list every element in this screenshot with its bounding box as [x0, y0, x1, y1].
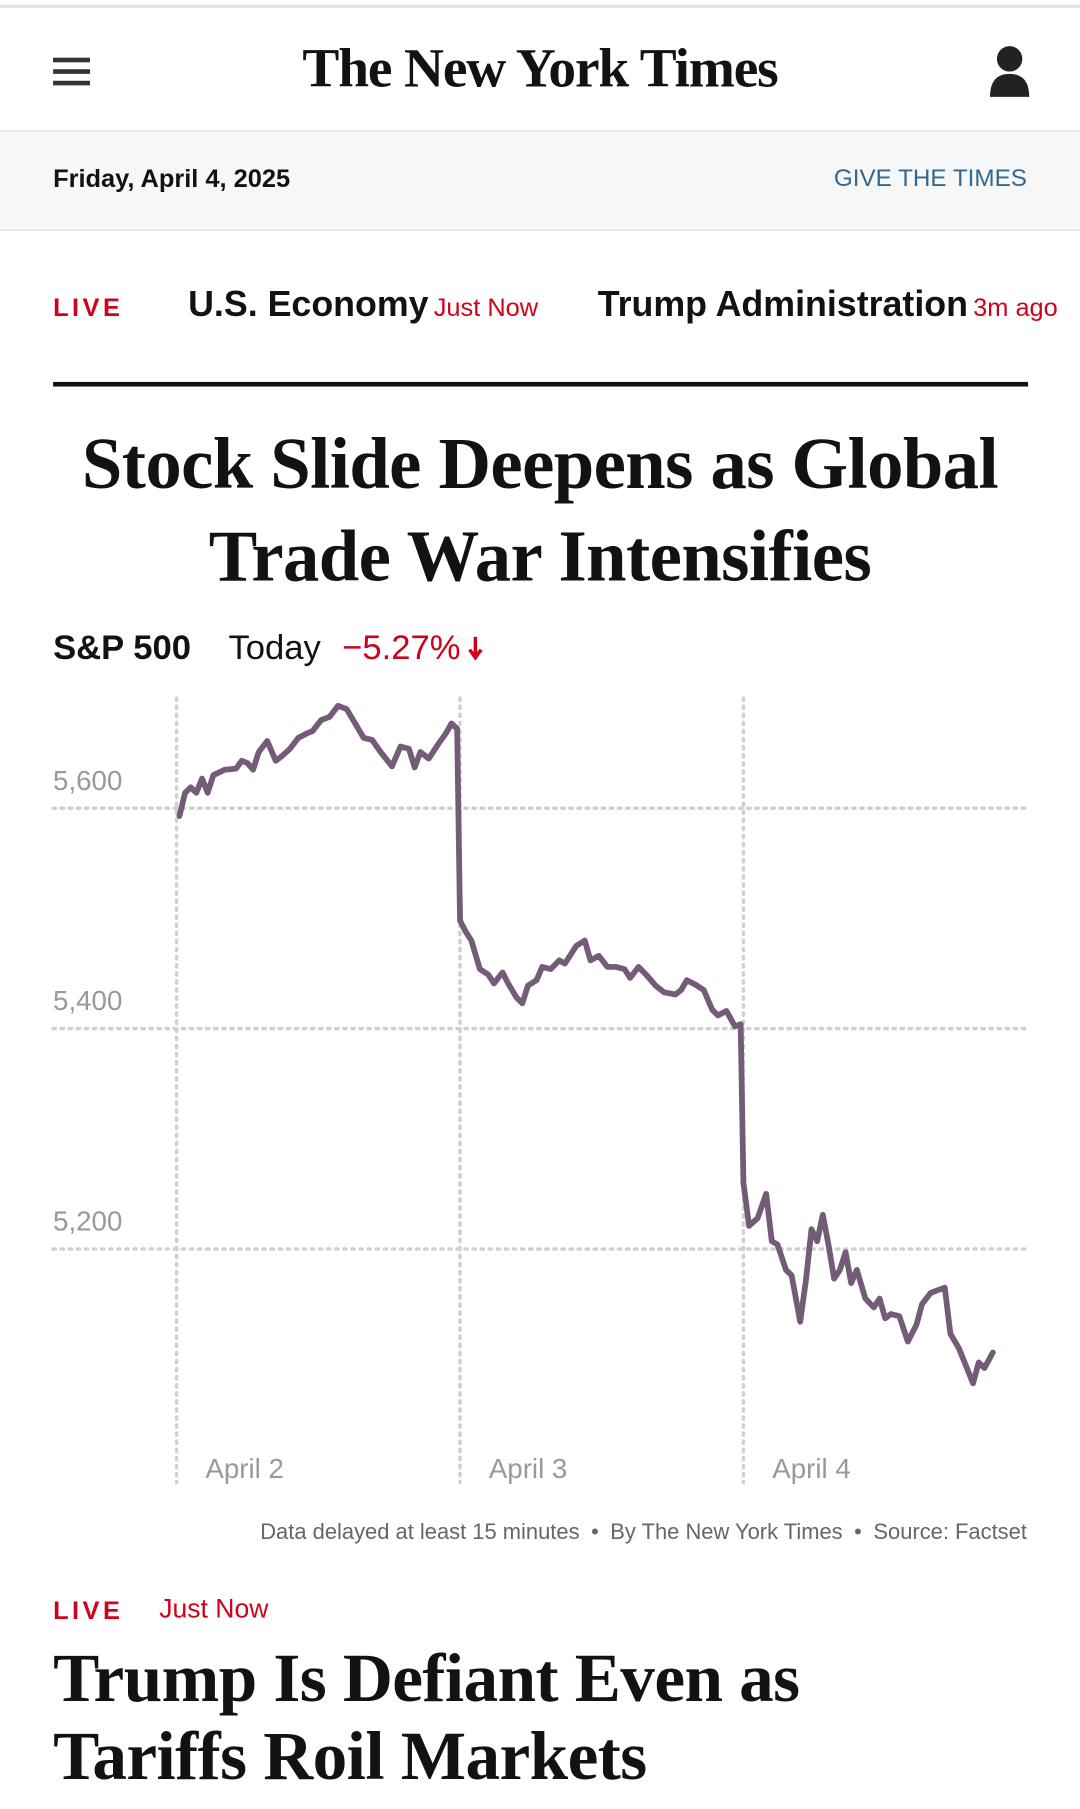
chart-subtitle: Today	[228, 628, 321, 667]
live-label: LIVE	[53, 293, 124, 322]
story-time: Just Now	[159, 1593, 269, 1624]
live-item[interactable]: Trump Administration 3m ago	[598, 284, 1058, 326]
date-bar	[0, 130, 1080, 231]
chart-header: S&P 500 Today −5.27%	[53, 629, 484, 668]
y-tick-label: 5,400	[53, 985, 122, 1016]
live-time: Just Now	[433, 293, 539, 322]
down-arrow	[467, 636, 483, 661]
account-button[interactable]	[988, 44, 1032, 99]
rule	[53, 381, 1029, 387]
byline: By The New York Times	[610, 1520, 843, 1545]
source: Source: Factset	[873, 1520, 1027, 1545]
live-item[interactable]: U.S. Economy Just Now	[188, 284, 538, 326]
live-time: 3m ago	[973, 293, 1058, 322]
give-link[interactable]: GIVE THE TIMES	[833, 164, 1027, 192]
y-tick-label: 5,200	[53, 1206, 122, 1237]
chart-footnote: Data delayed at least 15 minutes • By The …	[260, 1520, 1027, 1545]
x-tick-label: April 4	[772, 1453, 850, 1484]
story-headline[interactable]: Trump Is Defiant Even as Tariffs Roil Ma…	[53, 1639, 800, 1795]
live-topic: Trump Administration	[597, 283, 968, 325]
date: Friday, April 4, 2025	[53, 163, 291, 193]
headline[interactable]: Stock Slide Deepens as Global Trade War …	[81, 423, 999, 597]
live-topic: U.S. Economy	[188, 283, 429, 325]
x-tick-label: April 3	[489, 1453, 567, 1484]
price-line	[176, 702, 996, 1387]
x-tick-label: April 2	[205, 1453, 283, 1484]
y-tick-label: 5,600	[53, 765, 122, 796]
change: −5.27%	[342, 628, 461, 667]
live-label: LIVE	[53, 1595, 124, 1625]
logo[interactable]: The New York Times	[302, 38, 778, 100]
menu-button[interactable]	[51, 55, 93, 87]
chart-title: S&P 500	[53, 628, 191, 667]
note: Data delayed at least 15 minutes	[260, 1520, 580, 1545]
top-border	[0, 4, 1080, 9]
